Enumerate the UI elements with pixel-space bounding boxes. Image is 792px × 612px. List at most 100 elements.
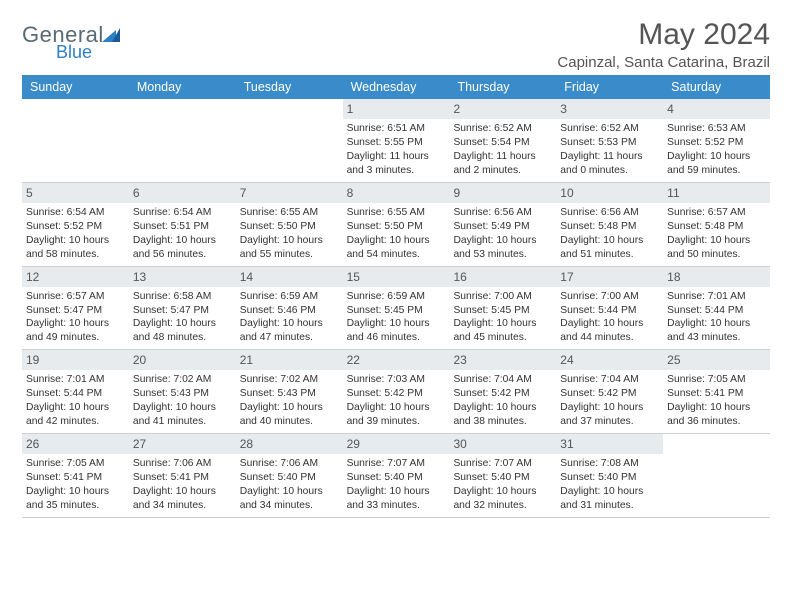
daylight-line: Daylight: 10 hours and 35 minutes.	[26, 485, 125, 513]
day-number: 28	[236, 434, 343, 454]
sunset-line: Sunset: 5:41 PM	[667, 387, 766, 401]
daylight-line: Daylight: 10 hours and 41 minutes.	[133, 401, 232, 429]
sunrise-line: Sunrise: 6:57 AM	[667, 206, 766, 220]
daylight-line: Daylight: 10 hours and 38 minutes.	[453, 401, 552, 429]
sunset-line: Sunset: 5:52 PM	[26, 220, 125, 234]
day-cell: 16Sunrise: 7:00 AMSunset: 5:45 PMDayligh…	[449, 267, 556, 350]
daylight-line: Daylight: 10 hours and 43 minutes.	[667, 317, 766, 345]
day-header: Sunday	[22, 75, 129, 99]
sunset-line: Sunset: 5:44 PM	[26, 387, 125, 401]
sunset-line: Sunset: 5:45 PM	[347, 304, 446, 318]
sunset-line: Sunset: 5:40 PM	[347, 471, 446, 485]
day-number: 18	[663, 267, 770, 287]
day-cell: 1Sunrise: 6:51 AMSunset: 5:55 PMDaylight…	[343, 99, 450, 182]
day-number: 25	[663, 350, 770, 370]
day-cell: 13Sunrise: 6:58 AMSunset: 5:47 PMDayligh…	[129, 267, 236, 350]
day-cell: 27Sunrise: 7:06 AMSunset: 5:41 PMDayligh…	[129, 434, 236, 517]
calendar-page: General Blue May 2024 Capinzal, Santa Ca…	[0, 0, 792, 528]
sunrise-line: Sunrise: 7:00 AM	[453, 290, 552, 304]
day-cell	[663, 434, 770, 517]
day-cell: 2Sunrise: 6:52 AMSunset: 5:54 PMDaylight…	[449, 99, 556, 182]
week-row: 26Sunrise: 7:05 AMSunset: 5:41 PMDayligh…	[22, 434, 770, 518]
daylight-line: Daylight: 10 hours and 32 minutes.	[453, 485, 552, 513]
day-number: 19	[22, 350, 129, 370]
day-cell: 30Sunrise: 7:07 AMSunset: 5:40 PMDayligh…	[449, 434, 556, 517]
sunrise-line: Sunrise: 6:56 AM	[453, 206, 552, 220]
sunset-line: Sunset: 5:41 PM	[26, 471, 125, 485]
sunset-line: Sunset: 5:53 PM	[560, 136, 659, 150]
sunrise-line: Sunrise: 6:51 AM	[347, 122, 446, 136]
day-cell: 4Sunrise: 6:53 AMSunset: 5:52 PMDaylight…	[663, 99, 770, 182]
daylight-line: Daylight: 11 hours and 0 minutes.	[560, 150, 659, 178]
daylight-line: Daylight: 10 hours and 42 minutes.	[26, 401, 125, 429]
day-number: 17	[556, 267, 663, 287]
daylight-line: Daylight: 10 hours and 39 minutes.	[347, 401, 446, 429]
sunset-line: Sunset: 5:49 PM	[453, 220, 552, 234]
day-number: 21	[236, 350, 343, 370]
day-number: 13	[129, 267, 236, 287]
sunrise-line: Sunrise: 6:55 AM	[240, 206, 339, 220]
sunrise-line: Sunrise: 6:59 AM	[240, 290, 339, 304]
day-number: 7	[236, 183, 343, 203]
sunset-line: Sunset: 5:44 PM	[560, 304, 659, 318]
sunset-line: Sunset: 5:55 PM	[347, 136, 446, 150]
day-number: 11	[663, 183, 770, 203]
sunrise-line: Sunrise: 7:07 AM	[347, 457, 446, 471]
day-cell: 3Sunrise: 6:52 AMSunset: 5:53 PMDaylight…	[556, 99, 663, 182]
daylight-line: Daylight: 10 hours and 40 minutes.	[240, 401, 339, 429]
day-header: Wednesday	[343, 75, 450, 99]
day-cell: 7Sunrise: 6:55 AMSunset: 5:50 PMDaylight…	[236, 183, 343, 266]
day-header: Monday	[129, 75, 236, 99]
sunrise-line: Sunrise: 6:52 AM	[560, 122, 659, 136]
daylight-line: Daylight: 10 hours and 46 minutes.	[347, 317, 446, 345]
daylight-line: Daylight: 11 hours and 2 minutes.	[453, 150, 552, 178]
day-cell: 9Sunrise: 6:56 AMSunset: 5:49 PMDaylight…	[449, 183, 556, 266]
daylight-line: Daylight: 10 hours and 44 minutes.	[560, 317, 659, 345]
sunrise-line: Sunrise: 6:56 AM	[560, 206, 659, 220]
week-row: 1Sunrise: 6:51 AMSunset: 5:55 PMDaylight…	[22, 99, 770, 183]
day-header-row: SundayMondayTuesdayWednesdayThursdayFrid…	[22, 75, 770, 99]
sunrise-line: Sunrise: 7:04 AM	[453, 373, 552, 387]
sunset-line: Sunset: 5:45 PM	[453, 304, 552, 318]
day-cell: 20Sunrise: 7:02 AMSunset: 5:43 PMDayligh…	[129, 350, 236, 433]
week-row: 12Sunrise: 6:57 AMSunset: 5:47 PMDayligh…	[22, 267, 770, 351]
title-block: May 2024 Capinzal, Santa Catarina, Brazi…	[557, 18, 770, 71]
daylight-line: Daylight: 10 hours and 56 minutes.	[133, 234, 232, 262]
day-header: Friday	[556, 75, 663, 99]
day-cell: 12Sunrise: 6:57 AMSunset: 5:47 PMDayligh…	[22, 267, 129, 350]
daylight-line: Daylight: 10 hours and 49 minutes.	[26, 317, 125, 345]
day-number: 30	[449, 434, 556, 454]
day-number: 9	[449, 183, 556, 203]
day-cell: 8Sunrise: 6:55 AMSunset: 5:50 PMDaylight…	[343, 183, 450, 266]
week-row: 5Sunrise: 6:54 AMSunset: 5:52 PMDaylight…	[22, 183, 770, 267]
day-number: 4	[663, 99, 770, 119]
sunrise-line: Sunrise: 6:55 AM	[347, 206, 446, 220]
sunrise-line: Sunrise: 7:06 AM	[133, 457, 232, 471]
daylight-line: Daylight: 10 hours and 47 minutes.	[240, 317, 339, 345]
day-cell: 17Sunrise: 7:00 AMSunset: 5:44 PMDayligh…	[556, 267, 663, 350]
day-number: 26	[22, 434, 129, 454]
sunset-line: Sunset: 5:47 PM	[26, 304, 125, 318]
sunrise-line: Sunrise: 7:08 AM	[560, 457, 659, 471]
daylight-line: Daylight: 10 hours and 51 minutes.	[560, 234, 659, 262]
sunset-line: Sunset: 5:50 PM	[240, 220, 339, 234]
day-cell: 10Sunrise: 6:56 AMSunset: 5:48 PMDayligh…	[556, 183, 663, 266]
sunrise-line: Sunrise: 6:52 AM	[453, 122, 552, 136]
day-cell: 21Sunrise: 7:02 AMSunset: 5:43 PMDayligh…	[236, 350, 343, 433]
day-cell: 28Sunrise: 7:06 AMSunset: 5:40 PMDayligh…	[236, 434, 343, 517]
day-number: 5	[22, 183, 129, 203]
header: General Blue May 2024 Capinzal, Santa Ca…	[22, 18, 770, 71]
sunrise-line: Sunrise: 6:54 AM	[26, 206, 125, 220]
sunrise-line: Sunrise: 6:54 AM	[133, 206, 232, 220]
day-number: 6	[129, 183, 236, 203]
day-number: 29	[343, 434, 450, 454]
sunrise-line: Sunrise: 6:53 AM	[667, 122, 766, 136]
sunset-line: Sunset: 5:41 PM	[133, 471, 232, 485]
sunrise-line: Sunrise: 7:04 AM	[560, 373, 659, 387]
daylight-line: Daylight: 10 hours and 37 minutes.	[560, 401, 659, 429]
sunset-line: Sunset: 5:48 PM	[667, 220, 766, 234]
sunset-line: Sunset: 5:40 PM	[240, 471, 339, 485]
day-cell: 26Sunrise: 7:05 AMSunset: 5:41 PMDayligh…	[22, 434, 129, 517]
sunset-line: Sunset: 5:52 PM	[667, 136, 766, 150]
day-header: Saturday	[663, 75, 770, 99]
